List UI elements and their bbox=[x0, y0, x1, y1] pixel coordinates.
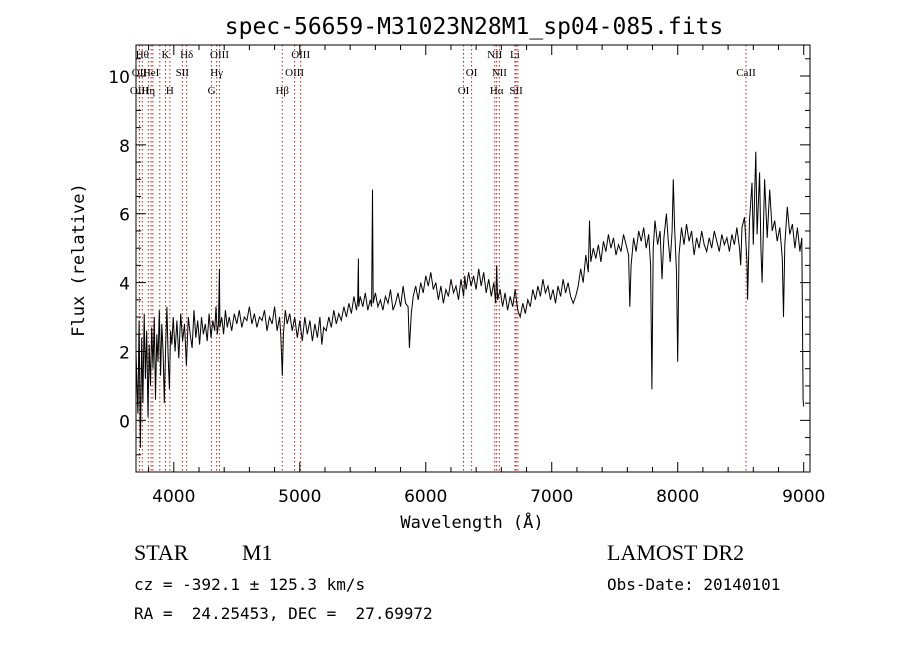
y-tick-label: 2 bbox=[119, 343, 130, 363]
plot-frame bbox=[135, 44, 811, 473]
line-label-21: NII bbox=[492, 67, 508, 79]
line-label-25: CaII bbox=[736, 67, 756, 79]
line-label-11: G bbox=[208, 85, 216, 97]
line-label-17: OI bbox=[458, 85, 470, 97]
x-tick-label: 4000 bbox=[152, 487, 195, 507]
line-label-9: SII bbox=[176, 67, 190, 79]
x-tick-label: 5000 bbox=[278, 487, 321, 507]
line-label-2: OIII bbox=[130, 85, 149, 97]
line-label-3: Hη bbox=[141, 85, 155, 97]
object-subclass: M1 bbox=[242, 540, 273, 565]
y-tick-label: 0 bbox=[119, 412, 130, 432]
x-tick-label: 9000 bbox=[782, 487, 825, 507]
x-tick-labels: 4000 5000 6000 7000 8000 9000 bbox=[152, 487, 825, 507]
line-label-13: OIII bbox=[210, 49, 229, 61]
y-tick-label: 6 bbox=[119, 206, 130, 226]
line-label-7: K bbox=[162, 49, 170, 61]
observation-date: Obs-Date: 20140101 bbox=[607, 575, 781, 594]
redshift-velocity: cz = -392.1 ± 125.3 km/s bbox=[134, 575, 366, 594]
plot-axes bbox=[136, 45, 810, 473]
line-label-1: OII bbox=[132, 67, 148, 79]
line-label-4: HeI bbox=[143, 67, 160, 79]
x-axis-label: Wavelength (Å) bbox=[400, 511, 543, 533]
x-tick-label: 8000 bbox=[656, 487, 699, 507]
object-type: STAR bbox=[134, 540, 189, 565]
line-label-23: SII bbox=[509, 85, 523, 97]
spectrum-line bbox=[135, 151, 805, 448]
line-label-20: Hα bbox=[490, 85, 504, 97]
line-label-18: OI bbox=[466, 67, 478, 79]
spectral-line-labels: HθOIIOIIIHηHeIKHSIIHδGHγOIIIHβOIIIOIIIOI… bbox=[130, 49, 756, 97]
x-tick-label: 6000 bbox=[404, 487, 447, 507]
survey-name: LAMOST DR2 bbox=[607, 540, 745, 565]
line-label-15: OIII bbox=[285, 67, 304, 79]
line-label-16: OIII bbox=[291, 49, 310, 61]
chart-title: spec-56659-M31023N28M1_sp04-085.fits bbox=[225, 14, 724, 40]
y-tick-label: 8 bbox=[119, 137, 130, 157]
line-label-19: NII bbox=[487, 49, 503, 61]
line-label-10: Hδ bbox=[180, 49, 193, 61]
line-label-12: Hγ bbox=[210, 67, 223, 79]
spectral-line-markers bbox=[138, 45, 747, 472]
coordinates: RA = 24.25453, DEC = 27.69972 bbox=[134, 604, 433, 623]
line-label-22: Li bbox=[510, 49, 520, 61]
y-tick-label: 4 bbox=[119, 275, 130, 295]
line-label-0: Hθ bbox=[136, 49, 149, 61]
x-tick-label: 7000 bbox=[530, 487, 573, 507]
line-label-8: H bbox=[166, 85, 174, 97]
y-tick-labels: 0 2 4 6 8 10 bbox=[108, 68, 130, 432]
y-axis-label: Flux (relative) bbox=[69, 183, 89, 337]
line-label-14: Hβ bbox=[275, 85, 289, 97]
y-tick-label: 10 bbox=[108, 68, 130, 88]
